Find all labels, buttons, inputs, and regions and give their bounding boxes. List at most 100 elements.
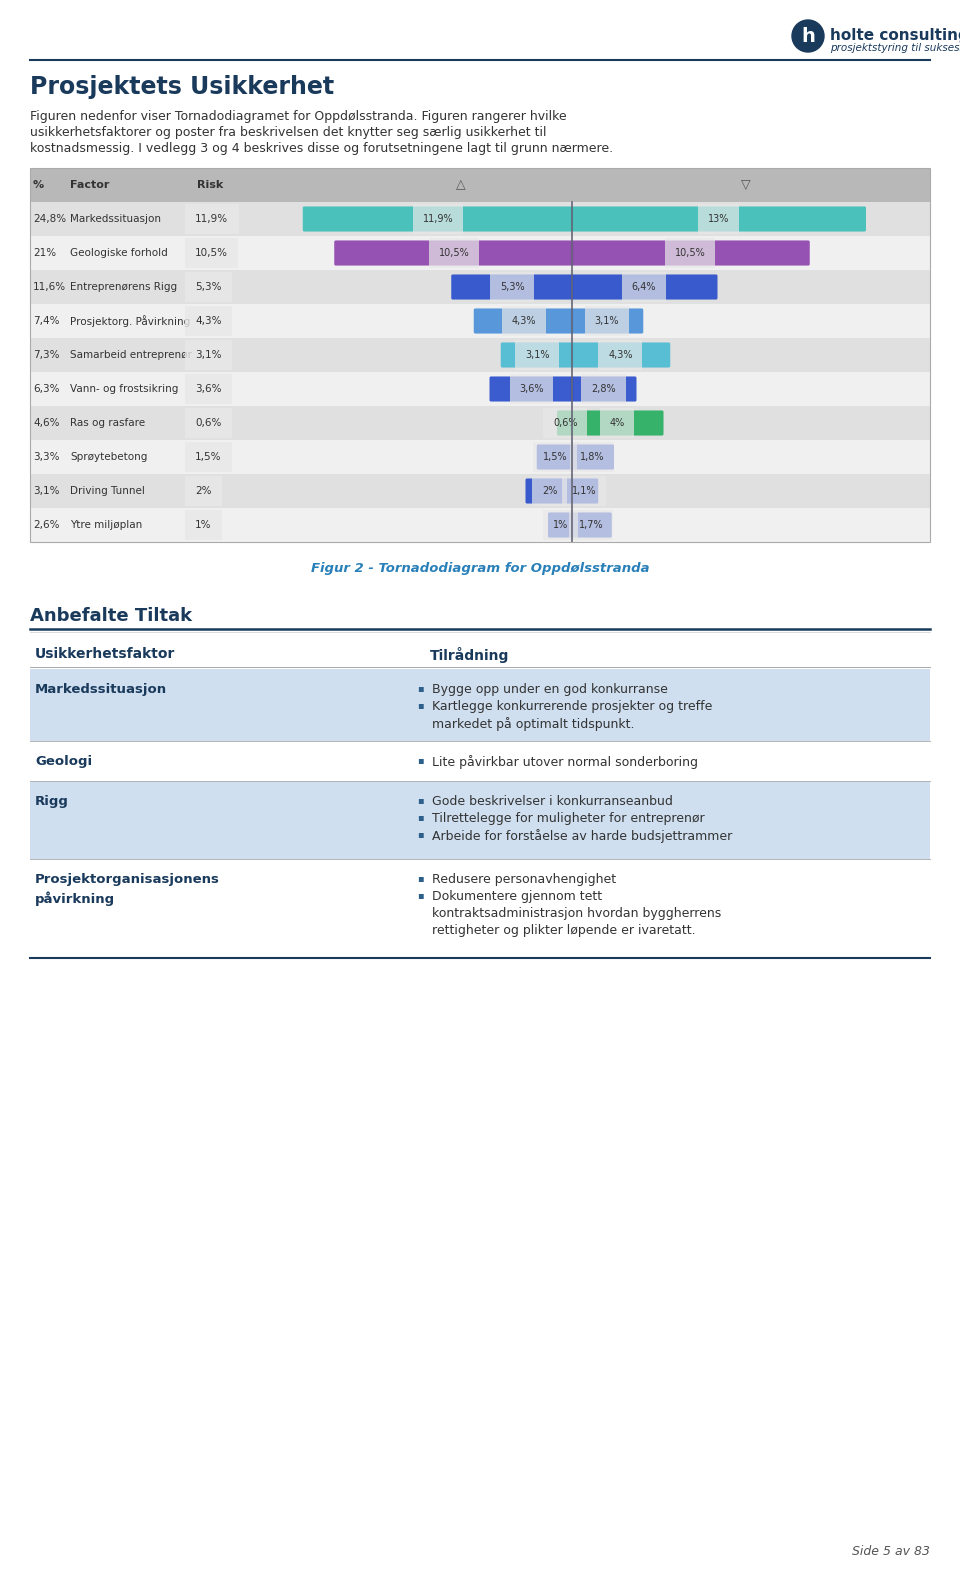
FancyBboxPatch shape	[570, 376, 636, 401]
Text: Ras og rasfare: Ras og rasfare	[70, 419, 145, 428]
Text: 4%: 4%	[610, 419, 625, 428]
Text: Dokumentere gjennom tett
kontraktsadministrasjon hvordan byggherrens
rettigheter: Dokumentere gjennom tett kontraktsadmini…	[432, 889, 721, 937]
Text: Geologiske forhold: Geologiske forhold	[70, 249, 168, 258]
Text: Geologi: Geologi	[35, 756, 92, 768]
FancyBboxPatch shape	[570, 309, 643, 334]
Text: 4,3%: 4,3%	[512, 316, 536, 326]
Text: Factor: Factor	[70, 179, 109, 190]
FancyBboxPatch shape	[570, 513, 612, 538]
Text: ▽: ▽	[741, 178, 751, 192]
Text: Anbefalte Tiltak: Anbefalte Tiltak	[30, 608, 192, 625]
Text: Ytre miljøplan: Ytre miljøplan	[70, 519, 142, 530]
Text: Redusere personavhengighet: Redusere personavhengighet	[432, 874, 616, 886]
Text: ▪: ▪	[417, 812, 423, 822]
Bar	[30, 201, 930, 236]
Text: Lite påvirkbar utover normal sonderboring: Lite påvirkbar utover normal sonderborin…	[432, 756, 698, 770]
Text: Markedssituasjon: Markedssituasjon	[70, 214, 161, 224]
Text: 4,3%: 4,3%	[608, 349, 633, 360]
Text: 6,3%: 6,3%	[33, 384, 60, 394]
Text: kostnadsmessig. I vedlegg 3 og 4 beskrives disse og forutsetningene lagt til gru: kostnadsmessig. I vedlegg 3 og 4 beskriv…	[30, 142, 613, 154]
Bar	[30, 168, 930, 201]
FancyBboxPatch shape	[570, 343, 670, 368]
Text: prosjektstyring til suksess: prosjektstyring til suksess	[830, 42, 960, 54]
FancyBboxPatch shape	[473, 309, 573, 334]
Text: 11,9%: 11,9%	[422, 214, 453, 224]
Text: Arbeide for forståelse av harde budsjettrammer: Arbeide for forståelse av harde budsjett…	[432, 829, 732, 844]
Text: 1,5%: 1,5%	[542, 452, 567, 463]
Text: 2%: 2%	[195, 486, 211, 496]
Text: 11,9%: 11,9%	[195, 214, 228, 224]
Text: 7,3%: 7,3%	[33, 349, 60, 360]
Text: ▪: ▪	[417, 829, 423, 839]
FancyBboxPatch shape	[570, 241, 809, 266]
Text: Gode beskrivelser i konkurranseanbud: Gode beskrivelser i konkurranseanbud	[432, 795, 673, 807]
Text: h: h	[801, 27, 815, 46]
Bar	[30, 741, 930, 781]
Text: Usikkerhetsfaktor: Usikkerhetsfaktor	[35, 647, 176, 661]
Text: 11,6%: 11,6%	[33, 282, 66, 293]
Text: Tilrettelegge for muligheter for entreprenør: Tilrettelegge for muligheter for entrepr…	[432, 812, 705, 825]
Text: 2,6%: 2,6%	[33, 519, 60, 530]
Bar	[30, 168, 930, 541]
Text: Entreprenørens Rigg: Entreprenørens Rigg	[70, 282, 178, 293]
Text: 4,3%: 4,3%	[195, 316, 222, 326]
FancyBboxPatch shape	[570, 478, 598, 504]
Text: Tilrådning: Tilrådning	[430, 647, 510, 663]
Text: Markedssituasjon: Markedssituasjon	[35, 683, 167, 696]
Text: 10,5%: 10,5%	[675, 249, 706, 258]
Text: 3,1%: 3,1%	[525, 349, 549, 360]
Text: ▪: ▪	[417, 795, 423, 804]
Text: Kartlegge konkurrerende prosjekter og treffe
markedet på optimalt tidspunkt.: Kartlegge konkurrerende prosjekter og tr…	[432, 700, 712, 732]
Bar	[30, 406, 930, 441]
FancyBboxPatch shape	[525, 478, 573, 504]
Circle shape	[792, 20, 824, 52]
Text: 7,4%: 7,4%	[33, 316, 60, 326]
FancyBboxPatch shape	[334, 241, 573, 266]
Text: 1,1%: 1,1%	[572, 486, 596, 496]
Text: △: △	[456, 178, 466, 192]
Text: 1,5%: 1,5%	[195, 452, 222, 463]
Text: Rigg: Rigg	[35, 795, 69, 807]
Bar	[30, 338, 930, 371]
Bar	[30, 781, 930, 859]
Bar	[30, 236, 930, 271]
Text: ▪: ▪	[417, 683, 423, 693]
Text: 13%: 13%	[708, 214, 729, 224]
Text: 1%: 1%	[195, 519, 211, 530]
Text: Figuren nedenfor viser Tornadodiagramet for Oppdølsstranda. Figuren rangerer hvi: Figuren nedenfor viser Tornadodiagramet …	[30, 110, 566, 123]
Text: Prosjektorg. Påvirkning: Prosjektorg. Påvirkning	[70, 315, 190, 327]
Text: ▪: ▪	[417, 700, 423, 710]
Text: Vann- og frostsikring: Vann- og frostsikring	[70, 384, 179, 394]
Text: Bygge opp under en god konkurranse: Bygge opp under en god konkurranse	[432, 683, 668, 696]
FancyBboxPatch shape	[570, 411, 663, 436]
Text: 6,4%: 6,4%	[632, 282, 657, 293]
Text: 1,8%: 1,8%	[580, 452, 605, 463]
Text: 21%: 21%	[33, 249, 56, 258]
Text: 2%: 2%	[541, 486, 557, 496]
Text: Driving Tunnel: Driving Tunnel	[70, 486, 145, 496]
Text: 3,1%: 3,1%	[195, 349, 222, 360]
FancyBboxPatch shape	[570, 274, 717, 299]
FancyBboxPatch shape	[548, 513, 573, 538]
Text: 3,1%: 3,1%	[594, 316, 619, 326]
FancyBboxPatch shape	[451, 274, 573, 299]
Text: 3,6%: 3,6%	[519, 384, 543, 394]
FancyBboxPatch shape	[302, 206, 573, 231]
Text: ▪: ▪	[417, 889, 423, 900]
Bar	[30, 271, 930, 304]
FancyBboxPatch shape	[501, 343, 573, 368]
Text: Samarbeid entreprenør: Samarbeid entreprenør	[70, 349, 192, 360]
FancyBboxPatch shape	[570, 206, 866, 231]
FancyBboxPatch shape	[537, 444, 573, 469]
Bar	[30, 371, 930, 406]
FancyBboxPatch shape	[557, 411, 573, 436]
Text: 5,3%: 5,3%	[195, 282, 222, 293]
Text: 24,8%: 24,8%	[33, 214, 66, 224]
FancyBboxPatch shape	[490, 376, 573, 401]
Bar	[30, 669, 930, 741]
Bar	[30, 474, 930, 508]
Text: 1,7%: 1,7%	[579, 519, 604, 530]
Text: Side 5 av 83: Side 5 av 83	[852, 1546, 930, 1558]
Text: 5,3%: 5,3%	[500, 282, 525, 293]
Bar	[30, 441, 930, 474]
